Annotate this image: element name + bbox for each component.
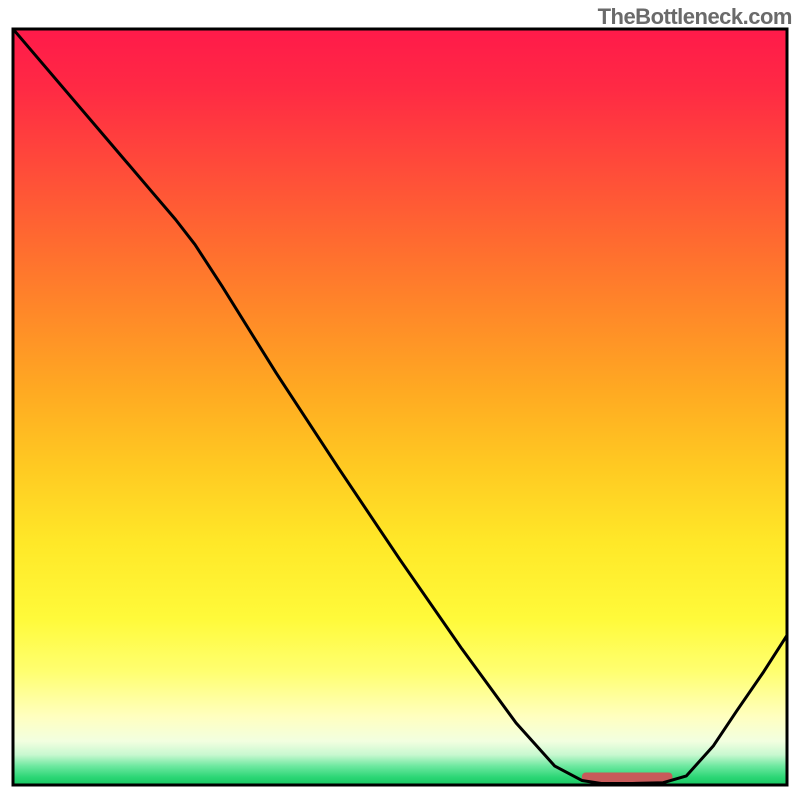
baseline-marker bbox=[582, 772, 673, 782]
gradient-line-chart bbox=[0, 0, 800, 800]
watermark-text: TheBottleneck.com bbox=[598, 4, 792, 30]
gradient-background bbox=[13, 29, 787, 785]
chart-container: TheBottleneck.com bbox=[0, 0, 800, 800]
